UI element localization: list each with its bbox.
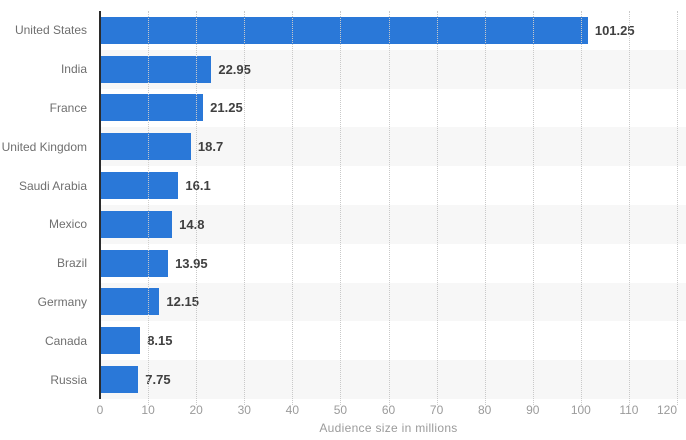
category-label: Brazil xyxy=(56,256,87,271)
value-label: 14.8 xyxy=(179,216,205,232)
value-label: 101.25 xyxy=(594,22,635,38)
chart-row: 13.95 xyxy=(100,244,686,283)
chart-row: 22.95 xyxy=(100,49,686,89)
x-tick-label: 70 xyxy=(429,403,444,417)
bar xyxy=(101,133,191,161)
value-label: 18.7 xyxy=(197,139,224,155)
bar xyxy=(101,327,141,355)
bar xyxy=(101,16,588,44)
value-label: 22.95 xyxy=(218,61,251,77)
x-tick-label: 60 xyxy=(381,403,396,417)
x-tick-label: 20 xyxy=(189,403,203,417)
category-label: Mexico xyxy=(48,217,87,232)
bar xyxy=(101,94,204,122)
x-tick-label: 80 xyxy=(477,403,492,417)
chart-row: 101.25 xyxy=(100,11,686,50)
chart-row: 14.8 xyxy=(100,204,686,244)
bar-rows: 101.25 22.95 21.25 18.7 16.1 14.8 13.95 12.15 8.… xyxy=(100,11,686,399)
x-tick-label: 40 xyxy=(285,403,300,417)
value-label: 13.95 xyxy=(175,255,208,271)
bar xyxy=(101,55,212,83)
x-axis-ticks: 0 10 20 30 40 50 60 70 80 90 100 110 120 xyxy=(96,403,677,418)
category-axis: United States India France United Kingdom Sa… xyxy=(0,11,100,399)
category-label: Saudi Arabia xyxy=(18,178,87,193)
category-label: Canada xyxy=(44,333,87,348)
x-tick-label: 0 xyxy=(96,403,104,417)
category-label: United States xyxy=(14,23,87,38)
category-label: Germany xyxy=(37,294,87,309)
bar xyxy=(101,288,160,316)
value-label: 21.25 xyxy=(210,100,243,116)
x-tick-label: 100 xyxy=(570,403,591,417)
x-tick-label: 120 xyxy=(656,403,677,417)
chart-row: 12.15 xyxy=(100,282,686,322)
chart-row: 16.1 xyxy=(100,166,686,205)
x-tick-label: 30 xyxy=(237,403,251,417)
x-axis-title: Audience size in millions xyxy=(319,421,458,435)
bar xyxy=(101,249,169,277)
chart-row: 7.75 xyxy=(100,360,686,399)
x-tick-label: 90 xyxy=(526,403,540,417)
category-label: United Kingdom xyxy=(1,139,87,154)
bar xyxy=(101,210,173,238)
chart-row: 18.7 xyxy=(100,127,686,167)
x-tick-label: 50 xyxy=(333,403,348,417)
x-tick-label: 10 xyxy=(141,403,155,417)
value-label: 16.1 xyxy=(185,178,211,194)
y-axis-line xyxy=(99,11,101,399)
category-label: Russia xyxy=(50,372,87,387)
value-label: 8.15 xyxy=(147,333,173,349)
chart-row: 8.15 xyxy=(100,321,686,360)
bar xyxy=(101,172,179,200)
bar xyxy=(101,366,139,394)
plot-area: 101.25 22.95 21.25 18.7 16.1 14.8 13.95 12.15 8.… xyxy=(99,11,686,405)
x-tick-label: 110 xyxy=(619,403,639,417)
category-label: India xyxy=(60,62,87,77)
value-label: 7.75 xyxy=(145,372,171,388)
category-label: France xyxy=(49,100,87,115)
value-label: 12.15 xyxy=(166,294,199,310)
chart-row: 21.25 xyxy=(100,89,686,128)
